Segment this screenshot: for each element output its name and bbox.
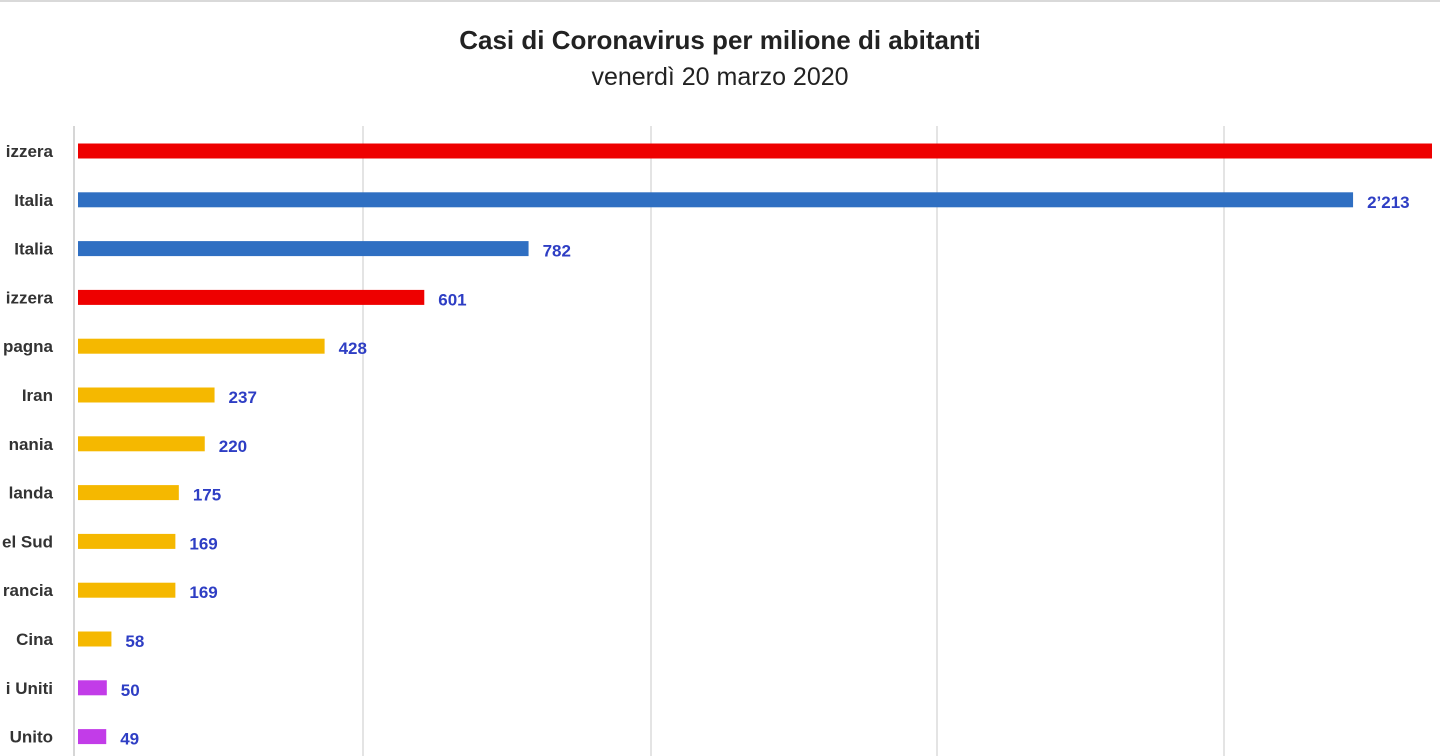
- category-label-10: rancia: [3, 581, 54, 600]
- category-label-5: pagna: [3, 337, 54, 356]
- value-label-12: 50: [121, 681, 140, 700]
- top-border: [0, 0, 1440, 2]
- value-label-8: 175: [193, 486, 221, 505]
- category-label-6: Iran: [22, 386, 53, 405]
- bar-5: [78, 338, 325, 354]
- bar-9: [78, 533, 176, 549]
- category-label-11: Cina: [16, 630, 53, 649]
- value-label-11: 58: [125, 632, 144, 651]
- value-label-13: 49: [120, 730, 139, 749]
- category-label-12: i Uniti: [6, 679, 53, 698]
- chart-header: Casi di Coronavirus per milione di abita…: [0, 22, 1440, 96]
- value-label-10: 169: [189, 583, 217, 602]
- category-label-7: nania: [9, 435, 54, 454]
- bar-7: [78, 436, 205, 452]
- category-label-3: Italia: [14, 240, 53, 259]
- category-label-13: Unito: [10, 728, 53, 747]
- value-label-7: 220: [219, 437, 247, 456]
- category-label-8: landa: [9, 484, 54, 503]
- value-label-9: 169: [189, 534, 217, 553]
- value-label-4: 601: [438, 290, 466, 309]
- chart-title: Casi di Coronavirus per milione di abita…: [459, 25, 981, 55]
- value-label-5: 428: [339, 339, 367, 358]
- bar-6: [78, 387, 215, 403]
- bar-10: [78, 582, 176, 598]
- value-label-6: 237: [229, 388, 257, 407]
- bar-1: [78, 143, 1432, 159]
- bar-2: [78, 192, 1354, 208]
- chart-subtitle: venerdì 20 marzo 2020: [591, 63, 849, 91]
- bar-8: [78, 485, 179, 501]
- category-label-4: izzera: [6, 288, 54, 307]
- bar-12: [78, 680, 107, 696]
- category-label-9: el Sud: [2, 532, 53, 551]
- value-label-3: 782: [543, 242, 571, 261]
- category-label-1: izzera: [6, 142, 54, 161]
- bar-11: [78, 631, 112, 647]
- bar-4: [78, 289, 425, 305]
- bar-13: [78, 729, 107, 745]
- bar-3: [78, 241, 529, 257]
- value-label-2: 2’213: [1367, 193, 1410, 212]
- category-label-2: Italia: [14, 191, 53, 210]
